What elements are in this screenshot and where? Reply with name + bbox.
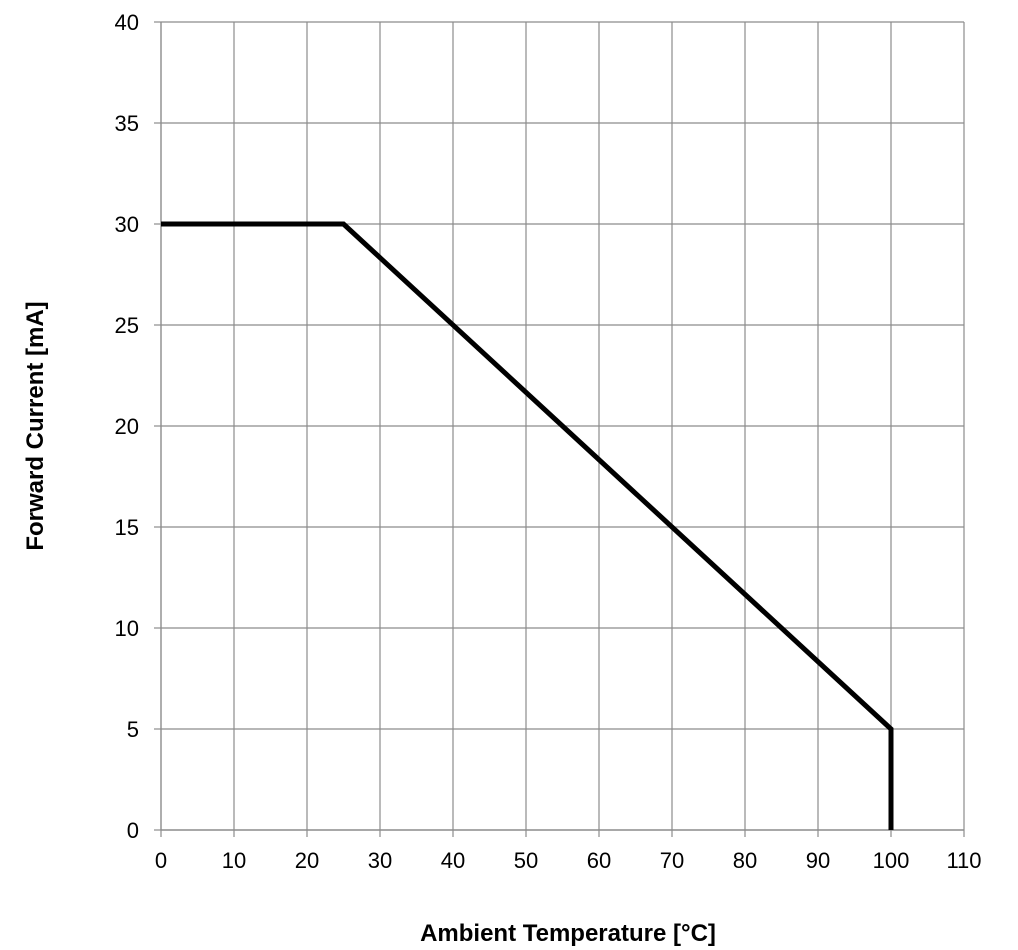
x-tick-label: 60: [587, 848, 611, 873]
y-tick-label: 25: [115, 313, 139, 338]
x-tick-label: 50: [514, 848, 538, 873]
x-tick-label: 40: [441, 848, 465, 873]
x-axis-title: Ambient Temperature [°C]: [420, 920, 716, 947]
x-tick-label: 30: [368, 848, 392, 873]
y-tick-label: 5: [127, 717, 139, 742]
series-layer: [161, 221, 894, 830]
y-tick-label: 35: [115, 111, 139, 136]
x-tick-label: 10: [222, 848, 246, 873]
y-tick-label: 15: [115, 515, 139, 540]
series-line: [161, 221, 894, 830]
x-tick-label: 110: [946, 848, 981, 873]
grid: [161, 21, 965, 830]
x-tick-label: 20: [295, 848, 319, 873]
x-tick-label: 80: [733, 848, 757, 873]
y-tick-label: 40: [115, 10, 139, 35]
y-tick-label: 20: [115, 414, 139, 439]
tick-labels: 0 10 20 30 40 50 60 70 80 90 100 110 0 5 10 15 20 25 30 35 4…: [115, 10, 982, 873]
x-tick-label: 100: [873, 848, 910, 873]
y-axis-title: Forward Current [mA]: [22, 301, 49, 550]
axes: [154, 21, 965, 837]
y-tick-label: 10: [115, 616, 139, 641]
y-tick-label: 0: [127, 818, 139, 843]
x-tick-label: 0: [155, 848, 167, 873]
y-tick-label: 30: [115, 212, 139, 237]
x-tick-label: 90: [806, 848, 830, 873]
x-tick-label: 70: [660, 848, 684, 873]
